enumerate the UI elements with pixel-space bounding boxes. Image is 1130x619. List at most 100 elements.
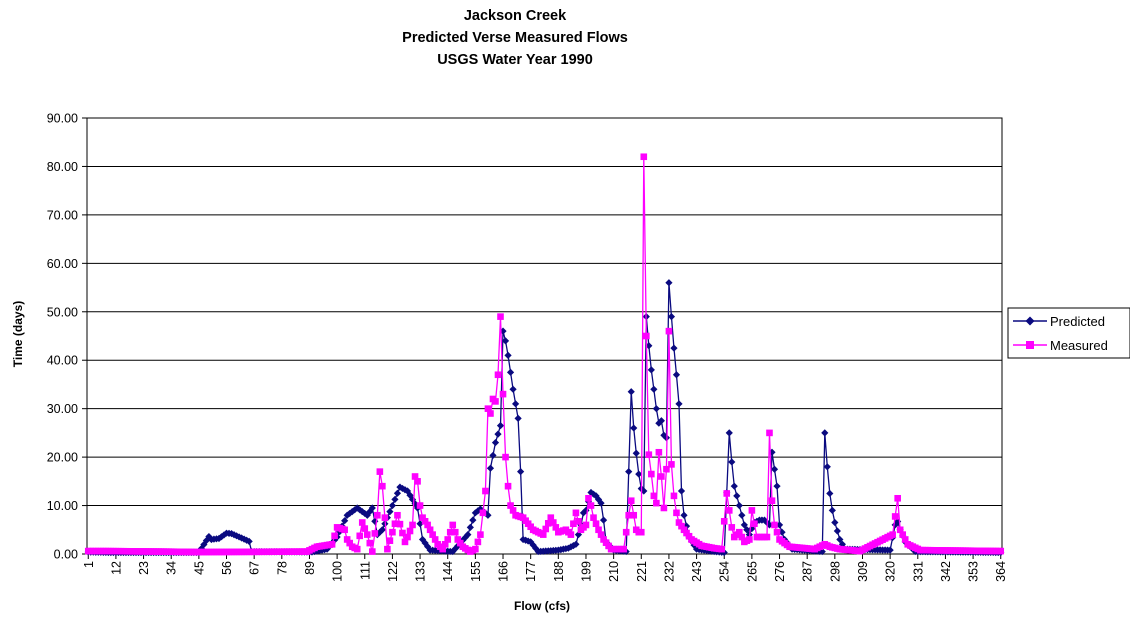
data-point-measured [444,536,452,543]
data-point-measured [416,502,424,509]
data-point-measured [675,519,683,526]
data-point-measured [409,521,416,529]
x-axis-tick-labels: 1 12 23 34 45 56 67 78 89 100 111 122 133 144 155 166 17… [82,554,1008,582]
data-point-predicted [323,545,331,553]
data-point-measured [371,530,379,537]
data-point-predicted [227,530,236,538]
data-point-measured [620,545,627,553]
data-point-measured [725,507,733,514]
legend-marker-measured [1026,341,1034,349]
data-point-measured [424,521,431,529]
y-tick-label: 80.00 [47,160,78,174]
data-point-predicted [511,400,520,408]
data-point-measured [655,448,663,456]
data-point-predicted [532,544,540,552]
data-point-predicted [361,509,369,518]
y-tick-label: 0.00 [54,548,78,562]
x-tick-label: 1 [82,561,96,568]
data-point-predicted [504,351,512,359]
data-point-measured [889,531,896,538]
data-point-measured [640,153,648,161]
series-predicted [84,279,1005,557]
data-point-predicted [378,526,386,534]
data-point-predicted [632,449,640,457]
data-point-predicted [527,538,535,546]
data-point-predicted [509,385,517,393]
data-point-measured [492,398,499,405]
data-point-measured [771,521,778,529]
data-point-predicted [469,516,477,524]
data-point-predicted [677,487,686,495]
data-point-predicted [828,506,836,514]
data-point-measured [625,511,633,519]
data-point-measured [746,536,753,543]
data-point-measured [509,507,517,514]
data-point-measured [411,473,419,480]
data-point-measured [353,545,361,553]
series-line-measured [88,156,1001,553]
data-point-measured [404,533,411,541]
x-tick-label: 23 [137,561,151,575]
x-tick-label: 287 [801,561,815,582]
data-point-measured [456,539,464,547]
data-point-predicted [466,523,474,531]
data-point-measured [494,371,502,379]
data-point-measured [587,502,595,509]
x-tick-label: 320 [884,561,898,582]
data-point-predicted [496,422,505,430]
data-point-predicted [680,511,688,519]
data-point-predicted [514,414,522,422]
data-point-measured [441,541,449,548]
data-point-predicted [494,430,502,438]
data-point-measured [728,524,736,531]
y-tick-label: 50.00 [47,305,78,319]
data-point-measured [630,511,638,519]
data-point-measured [429,531,436,538]
y-axis-tick-labels: 0.00 10.00 20.00 30.00 40.00 50.00 60.00 70.00 8… [47,112,87,562]
data-point-predicted [506,368,515,376]
data-point-predicted [667,313,676,321]
data-point-predicted [215,534,223,543]
legend: Predicted Measured [1007,307,1130,359]
data-point-measured [572,509,580,517]
x-tick-label: 89 [303,561,317,575]
data-point-measured [549,519,557,526]
data-point-predicted [831,518,839,527]
data-point-predicted [574,531,583,539]
data-point-measured [544,520,552,527]
data-point-predicted [728,458,736,466]
legend-marker-predicted [1025,316,1035,326]
data-point-predicted [499,327,507,335]
data-point-measured [575,518,582,525]
x-tick-label: 364 [994,561,1008,582]
x-tick-label: 309 [856,561,870,582]
data-point-predicted [366,508,374,516]
x-tick-label: 265 [745,561,759,582]
data-point-predicted [391,495,399,504]
data-point-measured [361,525,369,532]
gridlines [87,117,1002,507]
legend-label-measured: Measured [1050,338,1108,353]
data-point-predicted [652,405,660,413]
data-point-measured [446,528,454,536]
data-point-measured [567,531,575,538]
data-point-measured [394,511,401,519]
data-point-predicted [592,492,600,500]
data-point-measured [341,526,348,534]
data-point-predicted [775,521,784,529]
data-point-predicted [579,509,588,517]
data-point-measured [474,538,482,546]
data-point-measured [504,482,512,490]
x-tick-label: 221 [635,561,649,582]
data-point-predicted [650,385,658,393]
data-point-predicted [200,540,208,549]
data-point-predicted [836,535,844,544]
data-point-measured [766,429,773,437]
data-point-measured [374,511,381,519]
y-tick-label: 10.00 [47,499,78,513]
data-point-predicted [660,431,668,439]
data-point-measured [768,497,776,505]
data-point-measured [645,451,653,458]
data-point-predicted [424,542,432,551]
data-point-measured [497,313,504,320]
